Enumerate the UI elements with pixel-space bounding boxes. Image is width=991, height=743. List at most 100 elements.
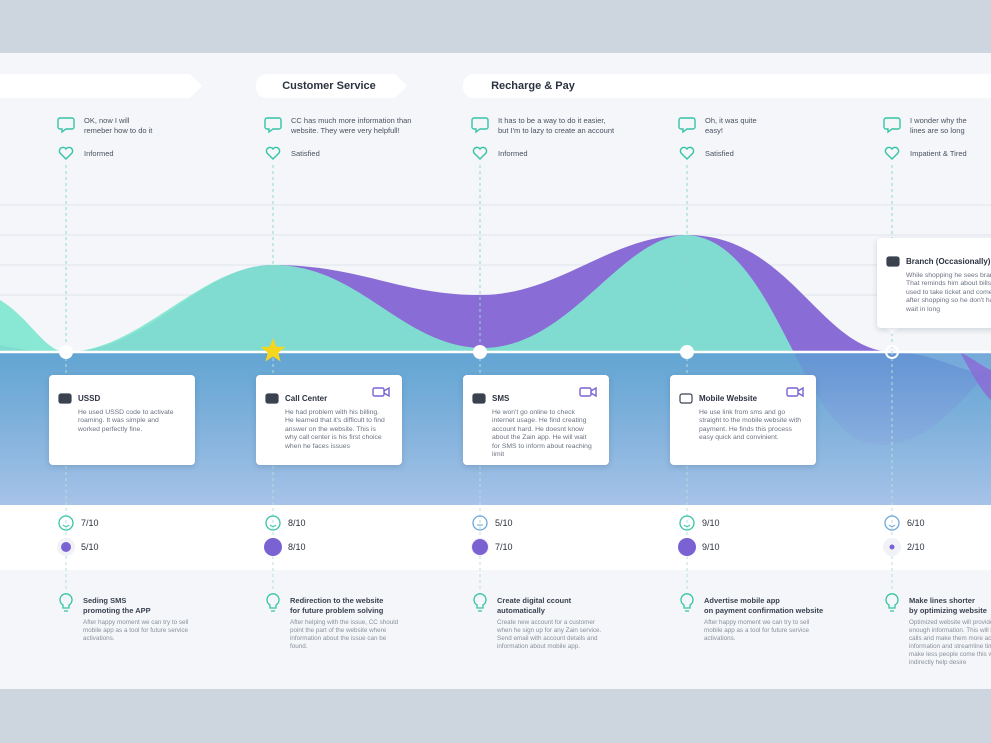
rating: 5/10 — [81, 542, 99, 552]
smiley-icon — [679, 515, 695, 531]
rating: 8/10 — [288, 542, 306, 552]
quote: It has to be a way to do it easier, but … — [498, 116, 615, 135]
touchpoint-title: Mobile Website — [699, 394, 758, 403]
rating: 9/10 — [702, 542, 720, 552]
touchpoint-title: SMS — [492, 394, 510, 403]
icon-shape — [58, 393, 72, 404]
video-icon — [372, 386, 390, 398]
icon-shape — [472, 393, 486, 404]
quote: OK, now I will remeber how to do it — [84, 116, 153, 135]
touchpoint-icon — [886, 256, 900, 267]
heart-icon — [472, 146, 488, 160]
chat-icon — [57, 117, 75, 134]
quote: I wonder why the lines are so long — [910, 116, 967, 135]
bulb-icon — [680, 593, 694, 612]
rating-dot — [61, 542, 71, 552]
touchpoint-card: Mobile Website He use link from sms and g… — [670, 375, 816, 465]
heart-icon — [58, 146, 74, 160]
emotion: Satisfied — [705, 149, 734, 158]
touchpoint-title: Call Center — [285, 394, 328, 403]
emotion: Satisfied — [291, 149, 320, 158]
touchpoint-card: SMS He won't go online to check internet … — [463, 375, 609, 465]
touchpoint-title: USSD — [78, 394, 101, 403]
heart-icon — [884, 146, 900, 160]
rating: 5/10 — [495, 518, 513, 528]
smiley-mouth — [269, 524, 277, 528]
touchpoint-text: He had problem with his billing. He lear… — [285, 409, 385, 450]
bulb-icon — [266, 593, 280, 612]
smiley-icon — [472, 515, 488, 531]
star-node — [260, 338, 286, 362]
bottom-band — [0, 689, 991, 743]
smiley-mouth — [888, 524, 896, 528]
stage-label: Customer Service — [282, 80, 376, 92]
journey-node — [680, 345, 694, 359]
card-pointer — [886, 328, 898, 334]
rating: 6/10 — [907, 518, 925, 528]
idea-text: After happy moment we can try to sell mo… — [704, 619, 810, 642]
touchpoint-icon — [472, 393, 486, 404]
touchpoint-card: USSD He used USSD code to activate roamin… — [49, 375, 195, 465]
quote: Oh, it was quite easy! — [705, 116, 757, 135]
cam-lens — [797, 386, 804, 398]
idea-text: Create new account for a customer when h… — [497, 619, 602, 650]
rating-dot — [472, 539, 488, 555]
video-icon — [786, 386, 804, 398]
touchpoint-text: While shopping he sees branch. That remi… — [906, 272, 991, 313]
stage-arrow — [463, 74, 991, 98]
journey-node — [885, 345, 899, 359]
bulb-icon — [473, 593, 487, 612]
idea-title: Create digital ccount automatically — [497, 596, 572, 615]
smiley-mouth — [683, 524, 691, 528]
chat-icon — [471, 117, 489, 134]
smiley-icon — [265, 515, 281, 531]
cam-lens — [383, 386, 390, 398]
chat-icon — [883, 117, 901, 134]
stage-label: Recharge & Pay — [491, 80, 575, 92]
chat-icon — [678, 117, 696, 134]
touchpoint-text: He used USSD code to activate roaming. I… — [78, 409, 174, 433]
stage-arrow — [0, 74, 202, 98]
smiley-icon — [58, 515, 74, 531]
idea-text: After happy moment we can try to sell mo… — [83, 619, 189, 642]
video-icon — [579, 386, 597, 398]
cam-lens — [590, 386, 597, 398]
idea-title: Advertise mobile app on payment confirma… — [704, 596, 824, 615]
journey-node — [473, 345, 487, 359]
touchpoint-card: Branch (Occasionally) While shopping he s… — [877, 238, 991, 328]
smiley-mouth — [62, 524, 70, 528]
rating-dot — [264, 538, 282, 556]
chat-icon — [264, 117, 282, 134]
rating-dot — [678, 538, 696, 556]
rating: 7/10 — [81, 518, 99, 528]
idea-title: Redirection to the website for future pr… — [290, 596, 384, 615]
journey-node — [59, 345, 73, 359]
touchpoint-icon — [679, 393, 693, 404]
rating: 7/10 — [495, 542, 513, 552]
emotion: Informed — [84, 149, 114, 158]
cam-body — [786, 387, 799, 397]
cam-body — [372, 387, 385, 397]
icon-shape — [886, 256, 900, 267]
emotion: Informed — [498, 149, 528, 158]
emotion: Impatient & Tired — [910, 149, 967, 158]
idea-text: After helping with the issue, CC should … — [290, 619, 399, 650]
rating: 2/10 — [907, 542, 925, 552]
icon-shape — [265, 393, 279, 404]
touchpoint-icon — [58, 393, 72, 404]
bulb-icon — [885, 593, 899, 612]
idea-title: Seding SMS promoting the APP — [83, 596, 151, 615]
idea-title: Make lines shorter by optimizing website — [909, 596, 987, 615]
touchpoint-card: Call Center He had problem with his billi… — [256, 375, 402, 465]
rating: 8/10 — [288, 518, 306, 528]
touchpoint-text: He won't go online to check internet usa… — [492, 409, 592, 459]
rating-dot — [889, 544, 895, 550]
smiley-icon — [884, 515, 900, 531]
bulb-icon — [59, 593, 73, 612]
touchpoint-text: He use link from sms and go straight to … — [699, 409, 802, 442]
rating: 9/10 — [702, 518, 720, 528]
icon-shape — [679, 393, 693, 404]
touchpoint-title: Branch (Occasionally) — [906, 257, 991, 266]
